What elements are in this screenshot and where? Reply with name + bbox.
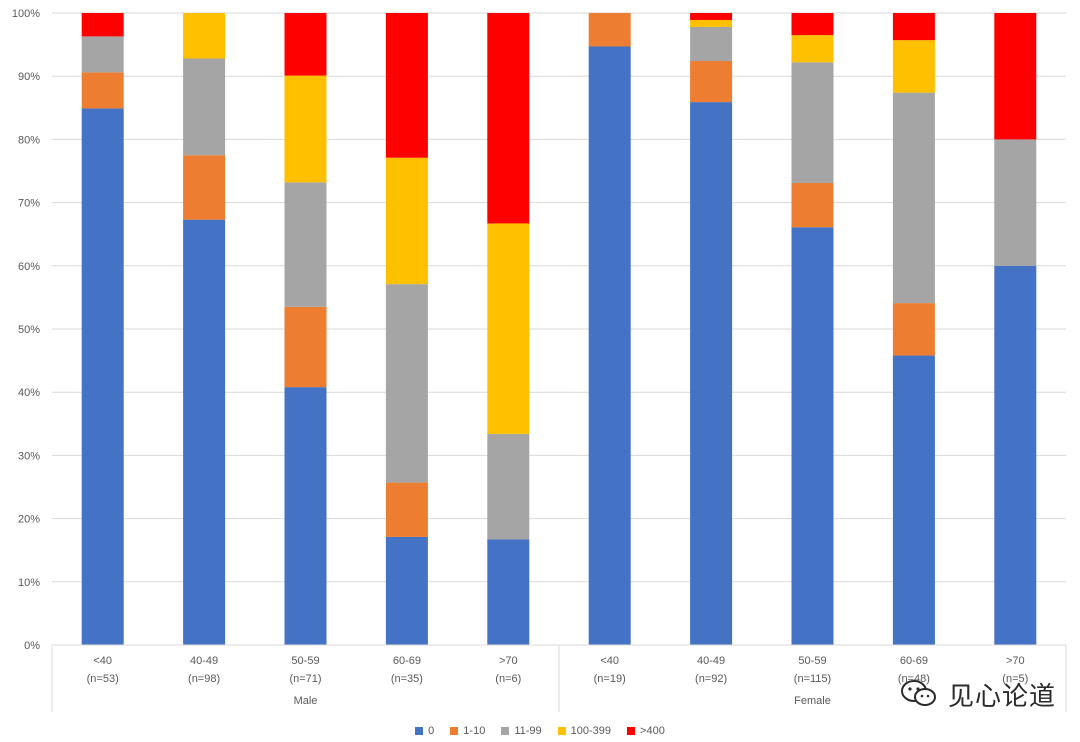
bar-segment xyxy=(892,355,935,645)
legend-item: 11-99 xyxy=(501,725,542,737)
bar-segment xyxy=(892,40,935,93)
bar-segment xyxy=(791,227,834,646)
legend-swatch xyxy=(450,727,459,735)
x-tick-label: <40 xyxy=(93,655,112,667)
bar-segment xyxy=(487,223,530,434)
legend-swatch xyxy=(557,727,566,735)
bar-segment xyxy=(385,284,428,483)
bar-segment xyxy=(892,13,935,41)
bar-segment xyxy=(994,139,1037,266)
legend-label: 11-99 xyxy=(514,725,542,737)
bar-segment xyxy=(385,482,428,537)
bar-segment xyxy=(487,433,530,540)
bar-segment xyxy=(81,72,124,109)
x-tick-n-label: (n=98) xyxy=(188,673,220,685)
legend-label: >400 xyxy=(640,725,665,737)
y-tick-label: 80% xyxy=(18,134,40,146)
legend-item: >400 xyxy=(627,725,665,737)
x-tick-label: 50-59 xyxy=(291,655,319,667)
group-label: Female xyxy=(794,695,831,707)
legend-swatch xyxy=(627,727,636,735)
x-tick-label: 40-49 xyxy=(190,655,218,667)
x-tick-label: 60-69 xyxy=(900,655,928,667)
bar-segment xyxy=(183,155,226,220)
bar-segment xyxy=(81,108,124,645)
x-tick-label: 40-49 xyxy=(697,655,725,667)
bar-segment xyxy=(385,536,428,645)
bar-segment xyxy=(690,13,733,20)
y-tick-label: 60% xyxy=(18,261,40,273)
x-tick-n-label: (n=53) xyxy=(87,673,119,685)
bar-segment xyxy=(791,62,834,184)
y-tick-label: 50% xyxy=(18,324,40,336)
watermark-text: 见心论道 xyxy=(948,681,1057,712)
bar-segment xyxy=(487,539,530,645)
y-axis-ticks: 0% 10% 20% 30% 40% 50% 60% 70% 80% 90% 100% xyxy=(12,8,40,652)
bar-segment xyxy=(994,265,1037,645)
bar-segment xyxy=(385,13,428,158)
bar-segment xyxy=(994,13,1037,140)
bar-segment xyxy=(588,46,631,646)
bar-segment xyxy=(487,13,530,224)
legend: 0 1-10 11-99 100-399 >400 xyxy=(0,722,1080,740)
y-tick-label: 70% xyxy=(18,198,40,210)
x-tick-label: >70 xyxy=(499,655,518,667)
bar-segment xyxy=(385,157,428,285)
x-axis: <40 (n=53) 40-49 (n=98) 50-59 (n=71) 60-69 (n=3… xyxy=(51,644,1067,712)
x-tick-n-label: (n=115) xyxy=(794,673,831,685)
y-tick-label: 90% xyxy=(18,71,40,83)
bar-segment xyxy=(791,35,834,63)
bar-segment xyxy=(892,92,935,304)
legend-swatch xyxy=(501,727,510,735)
bar-segment xyxy=(892,303,935,356)
x-tick-label: <40 xyxy=(600,655,619,667)
bar-segment xyxy=(690,26,733,62)
bar-segment xyxy=(81,13,124,37)
legend-label: 1-10 xyxy=(463,725,486,737)
legend-label: 0 xyxy=(428,725,435,737)
bars xyxy=(81,13,1037,646)
y-tick-label: 100% xyxy=(12,8,40,20)
x-tick-label: >70 xyxy=(1006,655,1025,667)
x-tick-label: 60-69 xyxy=(393,655,421,667)
bar-segment xyxy=(690,102,733,645)
bar-segment xyxy=(183,58,226,156)
bar-segment xyxy=(284,387,327,645)
bar-segment xyxy=(284,13,327,76)
x-tick-n-label: (n=35) xyxy=(391,673,423,685)
y-tick-label: 30% xyxy=(18,450,40,462)
wechat-icon xyxy=(901,680,936,706)
bar-segment xyxy=(284,75,327,183)
bar-segment xyxy=(183,219,226,645)
bar-segment xyxy=(284,306,327,388)
legend-item: 100-399 xyxy=(557,725,612,737)
bar-segment xyxy=(588,13,631,47)
bar-segment xyxy=(690,61,733,103)
x-tick-n-label: (n=5) xyxy=(1002,673,1028,685)
y-tick-label: 10% xyxy=(18,577,40,589)
x-tick-n-label: (n=6) xyxy=(495,673,521,685)
x-tick-n-label: (n=48) xyxy=(898,673,930,685)
legend-item: 1-10 xyxy=(450,725,485,737)
legend-label: 100-399 xyxy=(570,725,612,737)
bar-segment xyxy=(183,13,226,59)
bar-segment xyxy=(81,36,124,73)
watermark: 见心论道 xyxy=(900,676,1056,712)
y-tick-label: 40% xyxy=(18,387,40,399)
x-tick-n-label: (n=71) xyxy=(289,673,321,685)
bar-segment xyxy=(284,182,327,307)
x-tick-n-label: (n=92) xyxy=(695,673,727,685)
y-tick-label: 0% xyxy=(24,640,40,652)
y-tick-label: 20% xyxy=(18,514,40,526)
group-label: Male xyxy=(294,695,318,707)
legend-swatch xyxy=(415,727,424,735)
bar-segment xyxy=(690,19,733,27)
bar-segment xyxy=(791,13,834,36)
legend-item: 0 xyxy=(415,725,434,737)
bar-segment xyxy=(791,183,834,228)
x-tick-label: 50-59 xyxy=(798,655,826,667)
x-tick-n-label: (n=19) xyxy=(594,673,626,685)
